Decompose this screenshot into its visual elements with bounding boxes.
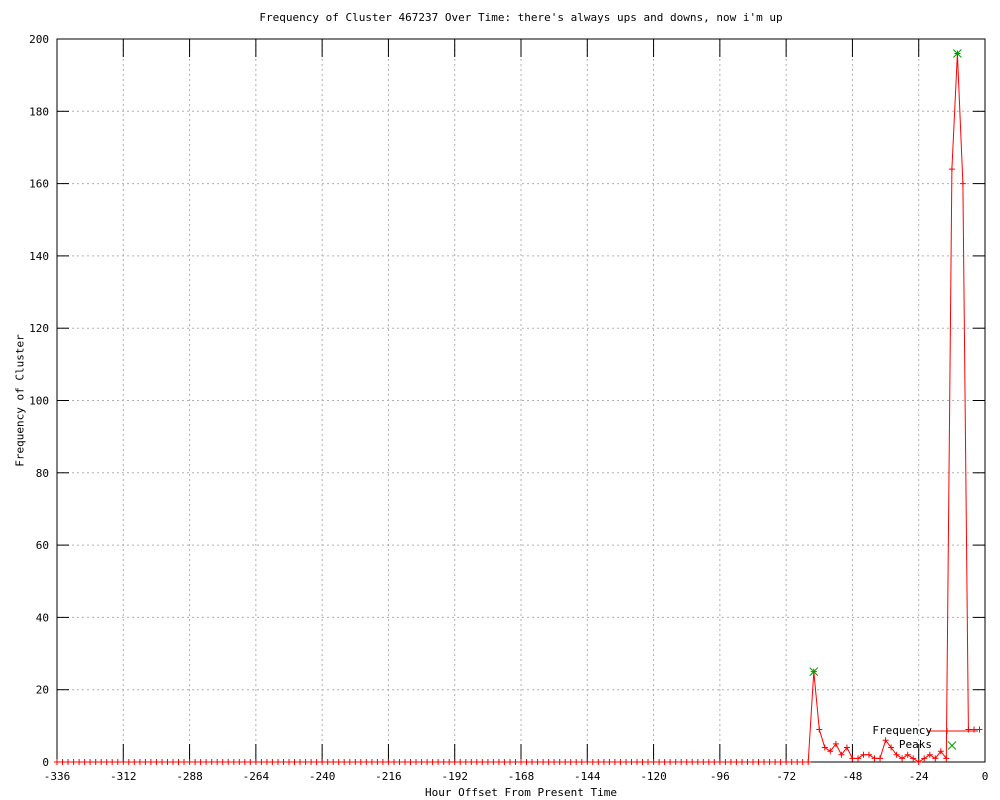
x-tick-label: -192 bbox=[441, 770, 468, 783]
y-axis-label: Frequency of Cluster bbox=[13, 334, 27, 467]
axis-ticks bbox=[56, 38, 986, 763]
y-tick-label: 20 bbox=[36, 684, 49, 697]
x-tick-label: -96 bbox=[710, 770, 730, 783]
x-tick-label: -120 bbox=[640, 770, 667, 783]
x-tick-label: -48 bbox=[842, 770, 862, 783]
x-tick-label: -24 bbox=[909, 770, 929, 783]
frequency-series-markers bbox=[54, 50, 983, 765]
x-tick-label: -240 bbox=[309, 770, 336, 783]
y-tick-label: 140 bbox=[29, 250, 49, 263]
legend-label-frequency: Frequency bbox=[872, 724, 932, 737]
y-tick-label: 200 bbox=[29, 33, 49, 46]
y-tick-label: 100 bbox=[29, 395, 49, 408]
x-tick-label: -288 bbox=[176, 770, 203, 783]
grid-lines bbox=[57, 39, 985, 762]
y-tick-label: 60 bbox=[36, 539, 49, 552]
x-tick-label: -336 bbox=[44, 770, 71, 783]
x-axis-label: Hour Offset From Present Time bbox=[424, 786, 618, 799]
y-tick-label: 0 bbox=[42, 756, 49, 769]
legend-label-peaks: Peaks bbox=[898, 738, 932, 751]
legend-peaks-sample-marker bbox=[947, 741, 957, 750]
peak-markers bbox=[809, 49, 962, 676]
x-tick-label: -312 bbox=[110, 770, 137, 783]
x-tick-label: -72 bbox=[776, 770, 796, 783]
legend-frequency-sample-marker bbox=[944, 728, 950, 734]
y-tick-label: 180 bbox=[29, 105, 49, 118]
chart-title: Frequency of Cluster 467237 Over Time: t… bbox=[259, 11, 783, 24]
y-tick-label: 120 bbox=[29, 322, 49, 335]
legend-samples bbox=[928, 728, 978, 750]
x-tick-label: -264 bbox=[243, 770, 270, 783]
y-tick-label: 160 bbox=[29, 178, 49, 191]
frequency-series-line bbox=[57, 53, 980, 763]
x-tick-label: -168 bbox=[508, 770, 535, 783]
x-tick-label: -216 bbox=[375, 770, 402, 783]
y-tick-label: 80 bbox=[36, 467, 49, 480]
x-tick-label: 0 bbox=[982, 770, 989, 783]
x-tick-label: -144 bbox=[574, 770, 601, 783]
y-tick-labels: 0 20 40 60 80 100 120 140 160 180 200 bbox=[29, 33, 49, 769]
y-tick-label: 40 bbox=[36, 611, 49, 624]
x-tick-labels: -336 -312 -288 -264 -240 -216 -192 -168 -144 -120… bbox=[44, 770, 989, 783]
